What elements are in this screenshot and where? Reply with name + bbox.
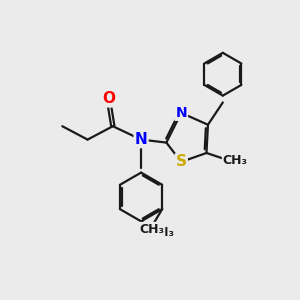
Text: CH₃: CH₃ xyxy=(149,226,174,239)
Text: N: N xyxy=(176,106,187,120)
Text: CH₃: CH₃ xyxy=(223,154,248,167)
Text: S: S xyxy=(176,154,187,169)
Text: O: O xyxy=(102,92,115,106)
Text: CH₃: CH₃ xyxy=(139,223,164,236)
Text: N: N xyxy=(135,132,148,147)
